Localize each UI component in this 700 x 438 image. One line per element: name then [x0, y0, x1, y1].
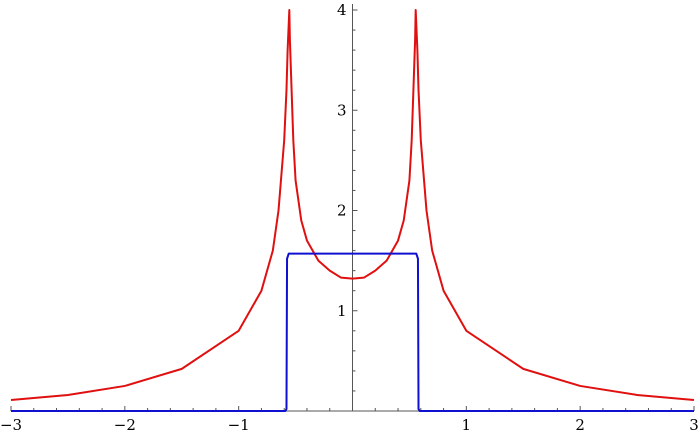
x-tick-label: −2	[114, 416, 136, 434]
x-tick-label: −3	[0, 416, 22, 434]
x-tick-label: 1	[462, 416, 472, 434]
series-line-1	[10, 9, 695, 401]
y-tick-label: 3	[337, 101, 347, 119]
series-group	[10, 9, 695, 412]
axes	[10, 4, 695, 412]
series-line-2	[11, 252, 694, 412]
y-tick-label: 1	[337, 302, 347, 320]
x-tick-label: 2	[575, 416, 585, 434]
y-tick-label: 2	[337, 202, 347, 220]
x-tick-label: 3	[689, 416, 699, 434]
x-tick-label: −1	[228, 416, 250, 434]
y-tick-label: 4	[337, 1, 347, 19]
